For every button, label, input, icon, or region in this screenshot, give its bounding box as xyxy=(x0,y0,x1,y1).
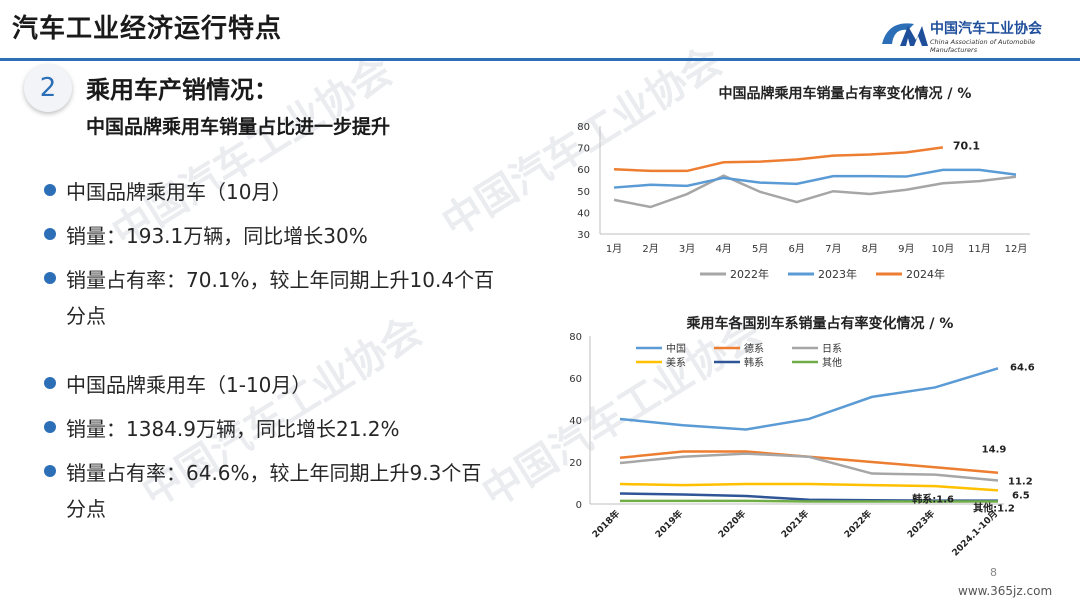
x-tick-label: 10月 xyxy=(932,243,955,255)
data-label: 70.1 xyxy=(953,139,980,152)
bullet-dot xyxy=(44,465,56,477)
logo-name: 中国汽车工业协会 xyxy=(930,21,1042,37)
y-tick-label: 30 xyxy=(577,230,590,241)
bullet-dot xyxy=(44,184,56,196)
section-subtitle: 中国品牌乘用车销量占比进一步提升 xyxy=(86,116,391,138)
x-tick-label: 2022年 xyxy=(842,508,875,541)
x-tick-label: 2018年 xyxy=(590,508,623,541)
x-tick-label: 11月 xyxy=(968,243,991,255)
legend-label: 2023年 xyxy=(818,267,857,281)
x-tick-label: 2月 xyxy=(642,243,658,255)
bullet-dot xyxy=(44,377,56,389)
bullet-text: 分点 xyxy=(66,497,106,521)
x-tick-label: 1月 xyxy=(606,243,622,255)
title-divider xyxy=(0,58,1080,61)
series-line xyxy=(613,168,1017,189)
series-line xyxy=(619,450,999,474)
legend-label: 日系 xyxy=(822,343,842,355)
data-label: 64.6 xyxy=(1010,362,1035,373)
data-label: 韩系:1.6 xyxy=(912,493,954,506)
chart-country-share-yearly: 乘用车各国别车系销量占有率变化情况 / % 0 20 40 60 80 2018年 2019年… xyxy=(569,315,1035,559)
x-tick-label: 2021年 xyxy=(779,508,812,541)
y-tick-label: 80 xyxy=(577,122,590,133)
bullet-text: 销量：193.1万辆，同比增长30% xyxy=(66,224,368,248)
legend-label: 韩系 xyxy=(744,356,764,369)
section-title: 乘用车产销情况： xyxy=(86,76,278,104)
data-label: 11.2 xyxy=(1008,476,1033,487)
bullet-text: 销量：1384.9万辆，同比增长21.2% xyxy=(66,417,400,441)
y-tick-label: 40 xyxy=(569,416,582,427)
y-tick-label: 50 xyxy=(577,187,590,198)
x-tick-label: 4月 xyxy=(715,243,731,255)
series-line xyxy=(619,367,999,431)
data-label: 6.5 xyxy=(1012,490,1030,501)
y-tick-label: 70 xyxy=(577,144,590,155)
y-tick-label: 20 xyxy=(569,458,582,469)
x-tick-label: 2023年 xyxy=(905,508,938,541)
bullet-text: 分点 xyxy=(66,304,106,328)
bullet-dot xyxy=(44,421,56,433)
y-tick-label: 60 xyxy=(569,374,582,385)
legend-label: 2022年 xyxy=(730,267,769,281)
series-line xyxy=(619,482,999,492)
y-tick-label: 80 xyxy=(569,332,582,343)
x-tick-label: 3月 xyxy=(679,243,695,255)
x-tick-label: 2019年 xyxy=(653,508,686,541)
bullet-text: 中国品牌乘用车（10月） xyxy=(66,180,292,204)
x-tick-label: 2024.1-10月 xyxy=(950,508,1000,558)
bullet-text: 中国品牌乘用车（1-10月） xyxy=(66,373,312,397)
legend-label: 其他 xyxy=(822,356,842,369)
logo xyxy=(882,23,928,46)
x-tick-label: 6月 xyxy=(789,243,805,255)
x-tick-label: 12月 xyxy=(1005,243,1028,255)
x-tick-label: 2020年 xyxy=(716,508,749,541)
page-number: 8 xyxy=(990,566,997,579)
chart-brand-share-monthly: 中国品牌乘用车销量占有率变化情况 / % 30 40 50 60 70 80 1月 2月 3月 4月… xyxy=(577,85,1030,281)
data-label: 14.9 xyxy=(982,445,1007,456)
x-tick-label: 7月 xyxy=(825,243,841,255)
bullet-dot xyxy=(44,228,56,240)
logo-english-name: China Association of Automobile Manufact… xyxy=(930,38,1036,54)
x-tick-label: 9月 xyxy=(898,243,914,255)
x-tick-label: 8月 xyxy=(862,243,878,255)
legend-label: 美系 xyxy=(666,356,686,369)
section-number-badge: 2 xyxy=(24,64,72,112)
legend-label: 德系 xyxy=(744,342,764,355)
bullet-text: 销量占有率：64.6%，较上年同期上升9.3个百 xyxy=(66,461,482,485)
bullet-text: 销量占有率：70.1%，较上年同期上升10.4个百 xyxy=(66,268,495,292)
legend-label: 2024年 xyxy=(906,267,945,281)
page-title: 汽车工业经济运行特点 xyxy=(12,14,283,44)
series-line xyxy=(613,146,944,173)
chart-title: 乘用车各国别车系销量占有率变化情况 / % xyxy=(686,315,954,332)
y-tick-label: 40 xyxy=(577,208,590,219)
data-label: 其他:1.2 xyxy=(973,501,1015,514)
chart-title: 中国品牌乘用车销量占有率变化情况 / % xyxy=(719,85,972,102)
series-line xyxy=(613,174,1017,209)
bullet-dot xyxy=(44,272,56,284)
source-url: www.365jz.com xyxy=(958,584,1053,598)
legend-label: 中国 xyxy=(666,342,686,355)
series-line xyxy=(620,499,998,503)
y-tick-label: 0 xyxy=(576,500,582,511)
series-line xyxy=(619,452,999,482)
y-tick-label: 60 xyxy=(577,165,590,176)
x-tick-label: 5月 xyxy=(752,243,768,255)
